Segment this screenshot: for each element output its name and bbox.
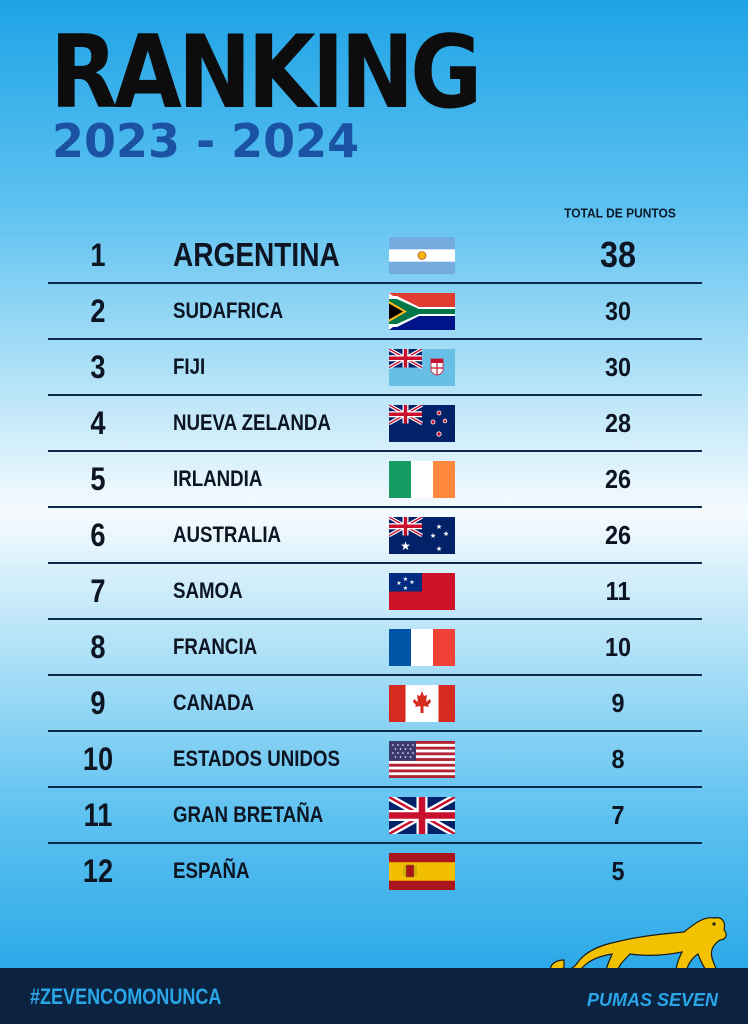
season-subtitle: 2023 - 2024 — [52, 114, 360, 168]
team-points: 9 — [611, 688, 625, 718]
brand-name: PUMAS SEVEN — [586, 990, 718, 1010]
svg-text:★: ★ — [409, 579, 414, 586]
team-name: ESTADOS UNIDOS — [173, 746, 340, 771]
table-row: 10 ESTADOS UNIDOS 8 — [48, 732, 702, 788]
team-name: SAMOA — [173, 578, 243, 603]
page-title: RANKING — [50, 12, 482, 132]
svg-text:★: ★ — [436, 545, 442, 553]
rank-number: 8 — [90, 629, 106, 665]
table-row: 9 CANADA 9 — [48, 676, 702, 732]
team-points: 26 — [604, 520, 632, 550]
ranking-table: 1 ARGENTINA 38 2 SUDAFRICA 30 3 FIJI — [48, 228, 702, 900]
table-row: 2 SUDAFRICA 30 — [48, 284, 702, 340]
ireland-flag-icon — [389, 461, 455, 498]
points-column-header: TOTAL DE PUNTOS — [564, 205, 676, 221]
hashtag-text: #ZEVENCOMONUNCA — [30, 984, 222, 1009]
table-row: 8 FRANCIA 10 — [48, 620, 702, 676]
fiji-flag-icon — [389, 349, 455, 386]
table-row: 12 ESPAÑA 5 — [48, 844, 702, 900]
svg-text:★: ★ — [403, 576, 408, 583]
team-name: ARGENTINA — [173, 236, 340, 273]
australia-flag-icon: ★ ★ ★ ★ ★ — [389, 517, 455, 554]
rank-number: 5 — [90, 461, 106, 497]
team-name: CANADA — [173, 690, 255, 715]
team-points: 28 — [604, 408, 632, 438]
svg-text:★: ★ — [400, 539, 411, 553]
team-points: 30 — [604, 352, 632, 382]
usa-flag-icon — [389, 741, 455, 778]
canada-flag-icon — [389, 685, 455, 722]
great-britain-flag-icon — [389, 797, 455, 834]
table-row: 11 GRAN BRETAÑA 7 — [48, 788, 702, 844]
team-name: IRLANDIA — [173, 466, 263, 491]
rank-number: 3 — [90, 349, 106, 385]
table-row: 6 AUSTRALIA ★ ★ ★ ★ ★ 26 — [48, 508, 702, 564]
argentina-flag-icon — [389, 237, 455, 274]
rank-number: 6 — [90, 517, 106, 553]
table-row: 7 SAMOA ★ ★ ★ ★ 11 — [48, 564, 702, 620]
rank-number: 2 — [90, 293, 106, 329]
team-name: SUDAFRICA — [173, 298, 284, 323]
team-name: ESPAÑA — [173, 858, 250, 883]
team-points: 8 — [611, 744, 625, 774]
rank-number: 12 — [82, 853, 114, 889]
team-points: 30 — [604, 296, 632, 326]
table-row: 4 NUEVA ZELANDA 28 — [48, 396, 702, 452]
svg-text:★: ★ — [403, 585, 408, 592]
rank-number: 9 — [90, 685, 106, 721]
france-flag-icon — [389, 629, 455, 666]
svg-text:★: ★ — [396, 580, 401, 587]
new-zealand-flag-icon — [389, 405, 455, 442]
rank-number: 7 — [90, 573, 106, 609]
team-name: NUEVA ZELANDA — [173, 410, 331, 435]
samoa-flag-icon: ★ ★ ★ ★ — [389, 573, 455, 610]
team-name: GRAN BRETAÑA — [173, 802, 324, 827]
team-name: FRANCIA — [173, 634, 258, 659]
rank-number: 1 — [90, 237, 106, 273]
svg-text:★: ★ — [443, 530, 449, 538]
team-points: 38 — [599, 234, 637, 275]
footer-bar: #ZEVENCOMONUNCA PUMAS SEVEN — [0, 968, 748, 1024]
rank-number: 4 — [90, 405, 106, 441]
team-name: FIJI — [173, 354, 206, 379]
table-row: 1 ARGENTINA 38 — [48, 228, 702, 284]
team-points: 11 — [605, 576, 631, 606]
team-points: 5 — [611, 856, 625, 886]
rank-number: 11 — [83, 797, 113, 833]
team-points: 26 — [604, 464, 632, 494]
spain-flag-icon — [389, 853, 455, 890]
team-points: 10 — [604, 632, 632, 662]
table-row: 5 IRLANDIA 26 — [48, 452, 702, 508]
rank-number: 10 — [82, 741, 114, 777]
table-row: 3 FIJI 30 — [48, 340, 702, 396]
team-name: AUSTRALIA — [173, 522, 282, 547]
svg-text:★: ★ — [436, 523, 442, 531]
svg-text:★: ★ — [430, 532, 436, 540]
south-africa-flag-icon — [389, 293, 455, 330]
team-points: 7 — [611, 800, 625, 830]
